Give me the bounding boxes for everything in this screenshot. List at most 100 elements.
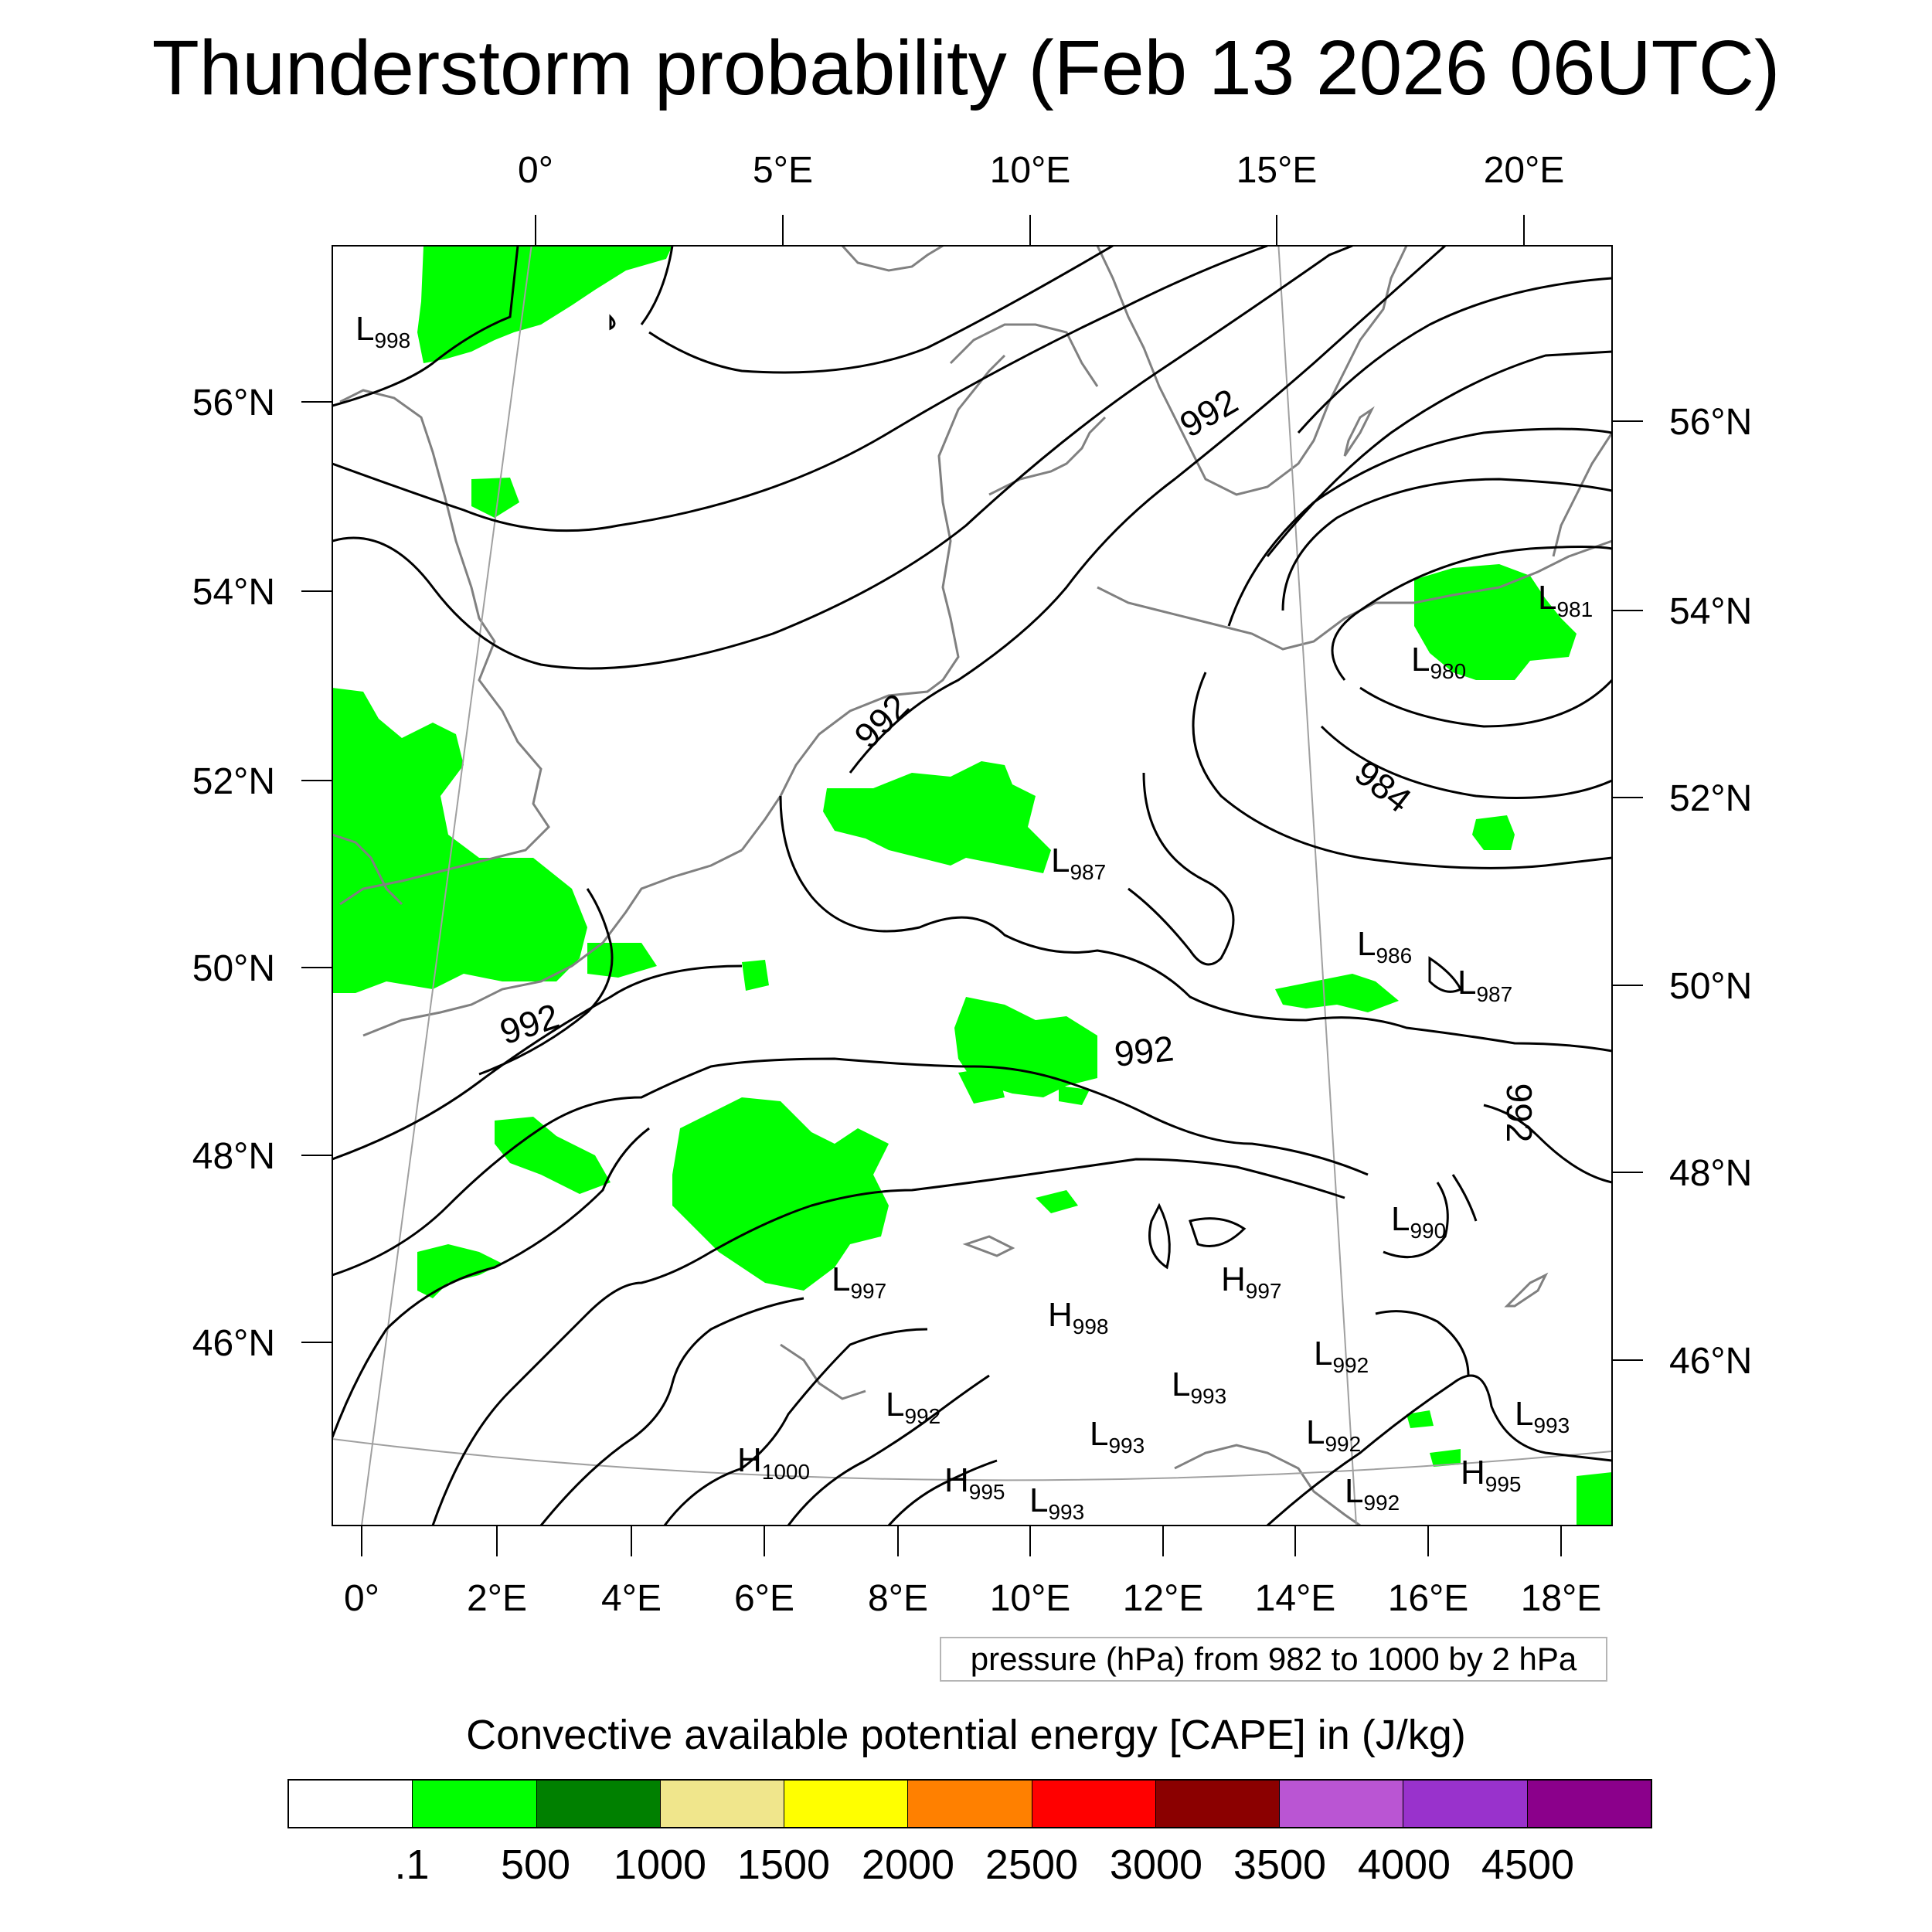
coast-france-north: [362, 849, 743, 1037]
pressure-center-high: H1000: [737, 1441, 810, 1484]
bottom-lon-label: 12°E: [1123, 1578, 1204, 1619]
bottom-lon-label: 4°E: [601, 1578, 662, 1619]
cape-area-france-south: [417, 1244, 502, 1298]
left-lat-labels: 56°N 54°N 52°N 50°N 48°N 46°N: [192, 383, 275, 1364]
coast-denmark-east: [988, 416, 1107, 496]
pressure-center-high: H997: [1221, 1260, 1282, 1303]
pressure-center-low: L992: [886, 1386, 940, 1428]
colorbar-swatch: [784, 1781, 909, 1827]
isobar-italy-1: [663, 1328, 928, 1526]
cape-area-poland-south: [1275, 974, 1399, 1012]
pressure-center-high: H998: [1048, 1296, 1109, 1338]
right-lat-label: 50°N: [1669, 966, 1752, 1007]
cape-area-belgium-germany: [823, 761, 1051, 873]
top-lon-label: 10°E: [990, 150, 1071, 191]
coast-norway-south: [841, 246, 944, 272]
top-lon-label: 15°E: [1236, 150, 1318, 191]
colorbar-label: .1: [394, 1842, 430, 1888]
colorbar-label: 4500: [1481, 1842, 1575, 1888]
right-lat-label: 52°N: [1669, 778, 1752, 819]
isobar-label: 992: [1112, 1028, 1175, 1074]
isobar-sweden-1: [1297, 277, 1612, 434]
pressure-center-low: L992: [1306, 1413, 1361, 1456]
coast-baltic-south: [1097, 539, 1612, 651]
bottom-lon-label: 2°E: [467, 1578, 527, 1619]
isobar-alps-1: [332, 1127, 650, 1438]
map-content: [332, 246, 1612, 1526]
bottom-lon-label: 18°E: [1521, 1578, 1602, 1619]
right-lat-label: 48°N: [1669, 1153, 1752, 1194]
chart-title: Thunderstorm probability (Feb 13 2026 06…: [151, 25, 1781, 111]
cape-area-dot-5: [1036, 1190, 1078, 1213]
isobar-sweden-2: [1266, 350, 1612, 557]
isobar-992-central: [779, 795, 1612, 1053]
top-lon-label: 20°E: [1484, 150, 1565, 191]
pressure-center-low: L993: [1172, 1366, 1226, 1408]
pressure-center-high: H995: [944, 1461, 1005, 1504]
isobar-east-edge: [1483, 1104, 1612, 1184]
bottom-lon-label: 14°E: [1255, 1578, 1336, 1619]
coast-ireland-east: [332, 833, 403, 906]
pressure-center-low: L980: [1411, 641, 1466, 683]
pressure-center-low: L992: [1345, 1472, 1400, 1515]
bottom-lon-label: 6°E: [734, 1578, 794, 1619]
colorbar-swatch: [1155, 1781, 1281, 1827]
colorbar: [287, 1779, 1652, 1828]
coast-adriatic-north: [1174, 1444, 1361, 1526]
coastlines: [332, 246, 1612, 1526]
colorbar-swatch: [660, 1781, 785, 1827]
isobar-alps-3: [539, 1297, 804, 1526]
bottom-lon-labels: 0° 2°E 4°E 6°E 8°E 10°E 12°E 14°E 16°E 1…: [344, 1578, 1601, 1619]
isobar-small-5: [609, 314, 616, 331]
isobar-north-4: [332, 246, 1268, 532]
cape-area-dot-4: [958, 1066, 1005, 1104]
pressure-center-low: L987: [1458, 964, 1512, 1006]
pressure-center-low: L997: [832, 1260, 886, 1303]
cape-area-baltic-low: [1414, 564, 1577, 680]
isobar-992-channel: [478, 888, 614, 1076]
bottom-lon-label: 10°E: [990, 1578, 1071, 1619]
isobar-992-france: [332, 964, 743, 1161]
isobars: [332, 246, 1612, 1526]
right-lat-label: 46°N: [1669, 1341, 1752, 1382]
tick-marks: [301, 215, 1643, 1556]
colorbar-label: 1000: [613, 1842, 707, 1888]
left-lat-label: 56°N: [192, 383, 275, 423]
isobar-italy-2: [787, 1374, 990, 1526]
right-lat-labels: 56°N 54°N 52°N 50°N 48°N 46°N: [1669, 402, 1752, 1382]
contour-info-box: pressure (hPa) from 982 to 1000 by 2 hPa: [940, 1637, 1607, 1682]
bottom-lon-label: 0°: [344, 1578, 379, 1619]
colorbar-label: 2000: [861, 1842, 955, 1888]
coast-skagerrak: [949, 323, 1099, 387]
pressure-center-low: L990: [1391, 1200, 1446, 1243]
bottom-lon-label: 16°E: [1388, 1578, 1469, 1619]
cape-area-dot-7: [1406, 1410, 1434, 1428]
colorbar-title: Convective available potential energy [C…: [466, 1712, 1466, 1758]
colorbar-swatch: [289, 1781, 413, 1827]
coast-alps-lake: [962, 1235, 1015, 1257]
top-lon-labels: 0° 5°E 10°E 15°E 20°E: [518, 150, 1564, 191]
isobar-992-north: [849, 246, 1446, 774]
left-lat-label: 48°N: [192, 1136, 275, 1177]
pressure-center-low: L987: [1051, 842, 1106, 884]
isobar-balkans: [1266, 1374, 1612, 1526]
cape-area-dot-2: [742, 960, 769, 991]
colorbar-label: 3500: [1233, 1842, 1327, 1888]
isobar-small-3: [1189, 1217, 1247, 1247]
colorbar-label: 500: [500, 1842, 571, 1888]
coast-britain: [339, 389, 550, 906]
pressure-centers: L998 L981 L980 L987 L986 L987 L990 L997 …: [355, 310, 1593, 1524]
colorbar-swatch: [1280, 1781, 1404, 1827]
left-lat-label: 52°N: [192, 761, 275, 802]
cape-area-adriatic: [1577, 1472, 1612, 1526]
pressure-center-low: L993: [1090, 1415, 1145, 1458]
pressure-center-low: L998: [355, 310, 410, 352]
isobar-north-2: [640, 246, 674, 325]
coast-italy-ligurian: [780, 1343, 866, 1400]
coast-poland-east: [1504, 1272, 1549, 1308]
isobar-988: [1192, 672, 1612, 869]
pressure-center-low: L993: [1029, 1481, 1084, 1524]
cape-area-poland-east: [1472, 815, 1515, 850]
right-lat-label: 54°N: [1669, 591, 1752, 632]
